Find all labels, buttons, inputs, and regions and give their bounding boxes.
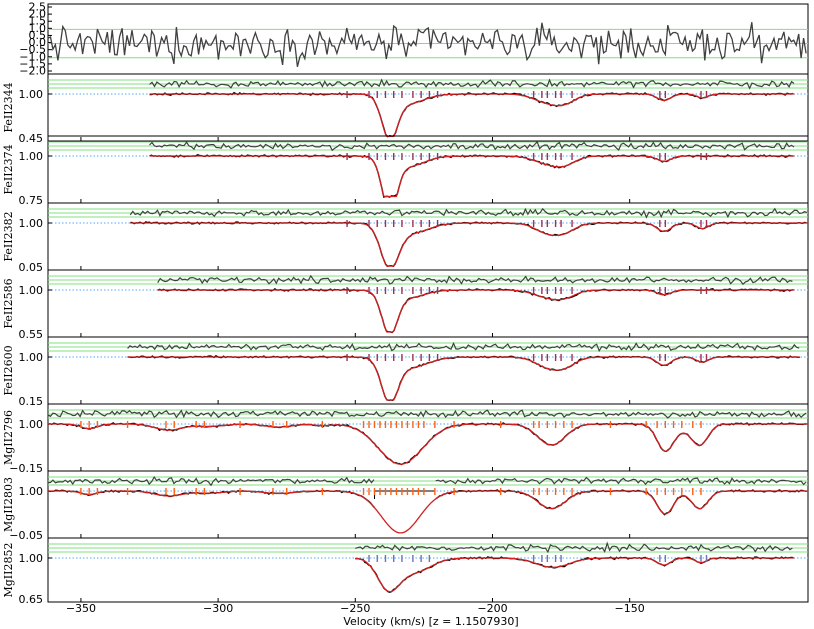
ytick-label-min: 0.75	[19, 194, 44, 207]
ytick-label-min: 0.55	[19, 328, 44, 341]
ytick-label-min: 0.15	[19, 395, 44, 408]
ytick-label-mid: 1.00	[19, 418, 44, 431]
model-fit-line	[48, 423, 808, 465]
residual-ytick-label: 0.0	[29, 36, 47, 49]
panel-FeII2586: 1.00 0.55 FeII2586	[2, 269, 809, 341]
ion-label: FeII2600	[2, 345, 15, 395]
model-fit-line	[127, 356, 800, 401]
panel-FeII2600: 1.00 0.15 FeII2600	[2, 336, 809, 408]
residual-ytick-label: 1.0	[29, 22, 47, 35]
model-fit-line	[149, 155, 795, 198]
ion-label: FeII2382	[2, 211, 15, 261]
ytick-label-min: −0.15	[9, 462, 43, 475]
panel-FeII2344: 1.00 0.45 FeII2344	[2, 73, 809, 145]
panel-frame	[47, 73, 809, 142]
x-axis: −350 −300 −250 −200 −150	[66, 602, 645, 615]
ytick-label-mid: 1.00	[19, 88, 44, 101]
panel-residual-line	[127, 341, 800, 353]
ion-label: FeII2586	[2, 278, 15, 328]
panel-residual-line	[435, 476, 807, 486]
panel-FeII2382: 1.00 0.05 FeII2382	[2, 202, 809, 274]
panels-layer: 2.52.01.51.00.50.0−0.5−1.0−1.5−2.0 1.00 0.…	[2, 1, 809, 606]
xtick-label: −150	[615, 602, 645, 615]
ion-label: FeII2374	[2, 144, 15, 194]
ion-label: MgII2796	[2, 410, 15, 465]
data-spectrum-line	[157, 288, 794, 334]
ytick-label-min: 0.05	[19, 261, 44, 274]
residual-ytick-label: −1.0	[19, 50, 46, 63]
ytick-label-mid: 1.00	[19, 284, 44, 297]
residual-ytick-label: 0.5	[29, 29, 47, 42]
data-spectrum-line	[435, 489, 807, 516]
ytick-label-mid: 1.00	[19, 150, 44, 163]
ytick-label-min: 0.45	[19, 132, 44, 145]
ion-label: MgII2803	[2, 477, 15, 532]
model-fit-line	[157, 289, 795, 333]
residual-ytick-label: 2.5	[29, 1, 47, 14]
ytick-label-min: −0.05	[9, 529, 43, 542]
panel-frame	[47, 537, 809, 603]
residual-panel: 2.52.01.51.00.50.0−0.5−1.0−1.5−2.0	[19, 1, 809, 78]
residual-ytick-label: −2.0	[19, 65, 46, 78]
panel-residual-line	[149, 78, 795, 90]
data-spectrum-line	[149, 91, 794, 138]
data-spectrum-line	[127, 354, 800, 402]
data-spectrum-line	[149, 154, 793, 198]
model-fit-line	[355, 557, 795, 593]
ytick-label-min: 0.65	[19, 593, 44, 606]
residual-ytick-label: 2.0	[29, 8, 47, 21]
ytick-label-mid: 1.00	[19, 351, 44, 364]
residual-ytick-label: −1.5	[19, 57, 46, 70]
residual-series-line	[47, 22, 807, 67]
xtick-label: −350	[66, 602, 96, 615]
panel-residual-line	[129, 207, 808, 219]
model-fit-line	[149, 93, 795, 138]
model-fit-line	[48, 490, 808, 534]
panel-residual-line	[48, 475, 375, 487]
xtick-label: −250	[340, 602, 370, 615]
residual-ytick-label: −0.5	[19, 43, 46, 56]
xtick-label: −300	[203, 602, 233, 615]
panel-residual-line	[355, 541, 793, 554]
ytick-label-mid: 1.00	[19, 217, 44, 230]
ion-label: MgII2852	[2, 543, 15, 598]
panel-residual-line	[47, 409, 807, 419]
residual-ytick-label: 1.5	[29, 15, 47, 28]
x-axis-label: Velocity (km/s) [z = 1.1507930]	[343, 615, 518, 628]
panel-residual-line	[157, 274, 793, 286]
model-fit-line	[130, 222, 808, 267]
panel-MgII2852: 1.00 0.65 MgII2852	[2, 537, 809, 606]
panel-residual-line	[149, 140, 795, 152]
xtick-label: −200	[477, 602, 507, 615]
ytick-label-mid: 1.00	[19, 552, 44, 565]
ion-label: FeII2344	[2, 82, 15, 132]
ytick-label-mid: 1.00	[19, 485, 44, 498]
panel-FeII2374: 1.00 0.75 FeII2374	[2, 135, 809, 207]
